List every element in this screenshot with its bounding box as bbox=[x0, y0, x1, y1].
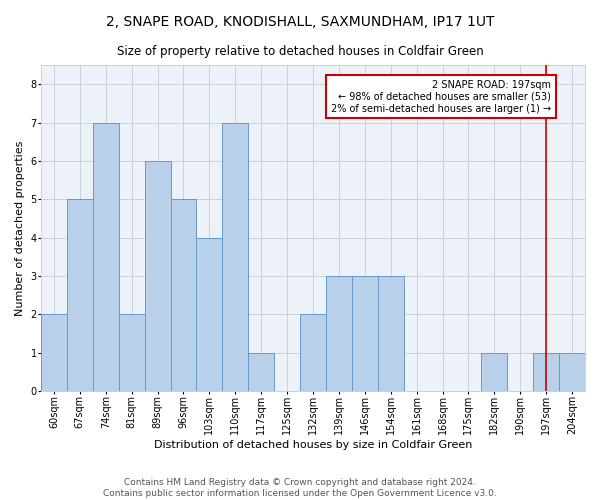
Bar bbox=[326, 276, 352, 391]
Bar bbox=[248, 352, 274, 391]
Y-axis label: Number of detached properties: Number of detached properties bbox=[15, 140, 25, 316]
Text: 2 SNAPE ROAD: 197sqm
← 98% of detached houses are smaller (53)
2% of semi-detach: 2 SNAPE ROAD: 197sqm ← 98% of detached h… bbox=[331, 80, 551, 114]
Bar bbox=[145, 161, 170, 391]
X-axis label: Distribution of detached houses by size in Coldfair Green: Distribution of detached houses by size … bbox=[154, 440, 472, 450]
Bar bbox=[559, 352, 585, 391]
Bar bbox=[170, 199, 196, 391]
Bar bbox=[378, 276, 404, 391]
Bar bbox=[93, 122, 119, 391]
Text: Size of property relative to detached houses in Coldfair Green: Size of property relative to detached ho… bbox=[116, 45, 484, 58]
Bar bbox=[67, 199, 93, 391]
Bar bbox=[196, 238, 223, 391]
Bar bbox=[119, 314, 145, 391]
Text: Contains HM Land Registry data © Crown copyright and database right 2024.
Contai: Contains HM Land Registry data © Crown c… bbox=[103, 478, 497, 498]
Bar bbox=[41, 314, 67, 391]
Bar bbox=[481, 352, 507, 391]
Bar bbox=[300, 314, 326, 391]
Bar bbox=[223, 122, 248, 391]
Bar bbox=[533, 352, 559, 391]
Bar bbox=[352, 276, 378, 391]
Text: 2, SNAPE ROAD, KNODISHALL, SAXMUNDHAM, IP17 1UT: 2, SNAPE ROAD, KNODISHALL, SAXMUNDHAM, I… bbox=[106, 15, 494, 29]
